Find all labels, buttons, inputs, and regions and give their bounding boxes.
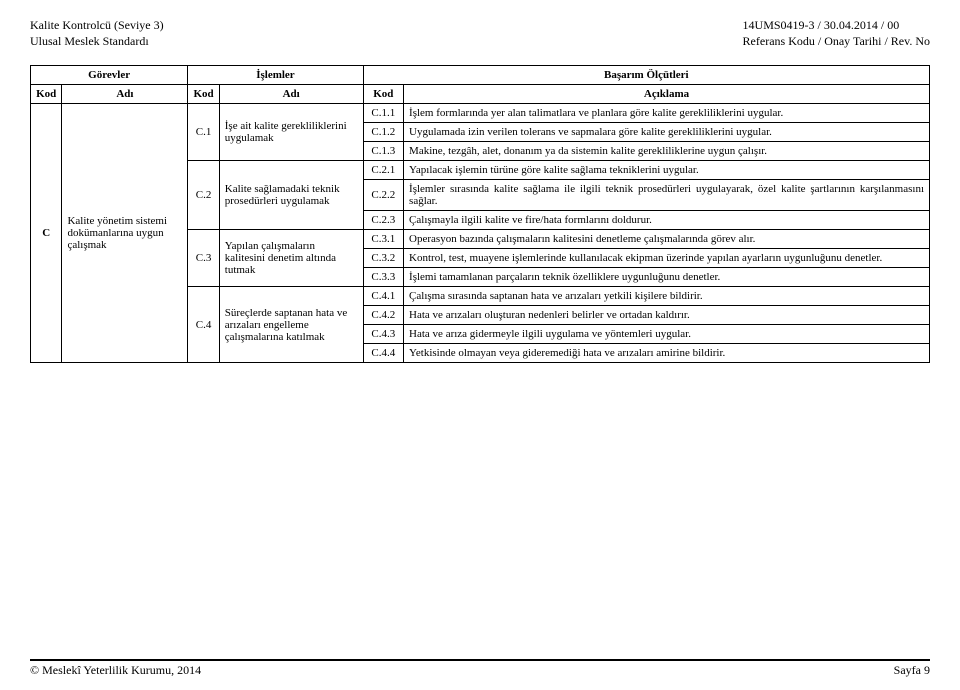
footer-left: © Meslekî Yeterlilik Kurumu, 2014 <box>30 663 201 678</box>
gorev-kod: C <box>31 104 62 363</box>
olcut-kod: C.1.3 <box>363 142 403 161</box>
islem-kod: C.1 <box>188 104 219 161</box>
olcut-txt: İşlemler sırasında kalite sağlama ile il… <box>404 180 930 211</box>
footer-rule <box>30 659 930 661</box>
doc-title: Kalite Kontrolcü (Seviye 3) <box>30 18 164 34</box>
islem-adi: İşe ait kalite gerekliliklerini uygulama… <box>219 104 363 161</box>
th-gorevler: Görevler <box>31 66 188 85</box>
header-right: 14UMS0419-3 / 30.04.2014 / 00 Referans K… <box>743 18 930 49</box>
table-header-row-2: Kod Adı Kod Adı Kod Açıklama <box>31 85 930 104</box>
olcut-txt: İşlem formlarında yer alan talimatlara v… <box>404 104 930 123</box>
olcut-txt: Makine, tezgâh, alet, donanım ya da sist… <box>404 142 930 161</box>
islem-adi: Kalite sağlamadaki teknik prosedürleri u… <box>219 161 363 230</box>
olcut-kod: C.1.2 <box>363 123 403 142</box>
th-aciklama: Açıklama <box>404 85 930 104</box>
islem-adi: Yapılan çalışmaların kalitesini denetim … <box>219 230 363 287</box>
table-row: C Kalite yönetim sistemi dokümanlarına u… <box>31 104 930 123</box>
olcut-txt: Uygulamada izin verilen tolerans ve sapm… <box>404 123 930 142</box>
olcut-kod: C.2.2 <box>363 180 403 211</box>
islem-adi: Süreçlerde saptanan hata ve arızaları en… <box>219 287 363 363</box>
olcut-txt: Çalışmayla ilgili kalite ve fire/hata fo… <box>404 211 930 230</box>
standards-table: Görevler İşlemler Başarım Ölçütleri Kod … <box>30 65 930 363</box>
olcut-txt: Operasyon bazında çalışmaların kalitesin… <box>404 230 930 249</box>
olcut-kod: C.3.3 <box>363 268 403 287</box>
olcut-txt: Çalışma sırasında saptanan hata ve arıza… <box>404 287 930 306</box>
olcut-kod: C.3.1 <box>363 230 403 249</box>
olcut-txt: İşlemi tamamlanan parçaların teknik özel… <box>404 268 930 287</box>
page-footer: © Meslekî Yeterlilik Kurumu, 2014 Sayfa … <box>30 659 930 678</box>
olcut-kod: C.4.1 <box>363 287 403 306</box>
olcut-txt: Yapılacak işlemin türüne göre kalite sağ… <box>404 161 930 180</box>
olcut-txt: Yetkisinde olmayan veya gideremediği hat… <box>404 344 930 363</box>
olcut-txt: Kontrol, test, muayene işlemlerinde kull… <box>404 249 930 268</box>
header-left: Kalite Kontrolcü (Seviye 3) Ulusal Mesle… <box>30 18 164 49</box>
footer-right: Sayfa 9 <box>894 663 930 678</box>
th-islemler: İşlemler <box>188 66 363 85</box>
islem-kod: C.3 <box>188 230 219 287</box>
th-adi-1: Adı <box>62 85 188 104</box>
doc-ref-code: 14UMS0419-3 / 30.04.2014 / 00 <box>743 18 930 34</box>
islem-kod: C.4 <box>188 287 219 363</box>
doc-ref-label: Referans Kodu / Onay Tarihi / Rev. No <box>743 34 930 50</box>
olcut-kod: C.4.3 <box>363 325 403 344</box>
olcut-kod: C.3.2 <box>363 249 403 268</box>
table-header-row-1: Görevler İşlemler Başarım Ölçütleri <box>31 66 930 85</box>
olcut-kod: C.2.3 <box>363 211 403 230</box>
th-adi-2: Adı <box>219 85 363 104</box>
olcut-kod: C.4.2 <box>363 306 403 325</box>
page-header: Kalite Kontrolcü (Seviye 3) Ulusal Mesle… <box>30 18 930 49</box>
th-kod-2: Kod <box>188 85 219 104</box>
doc-subtitle: Ulusal Meslek Standardı <box>30 34 164 50</box>
th-basarim: Başarım Ölçütleri <box>363 66 929 85</box>
olcut-kod: C.1.1 <box>363 104 403 123</box>
th-kod-1: Kod <box>31 85 62 104</box>
olcut-kod: C.4.4 <box>363 344 403 363</box>
islem-kod: C.2 <box>188 161 219 230</box>
gorev-adi: Kalite yönetim sistemi dokümanlarına uyg… <box>62 104 188 363</box>
th-kod-3: Kod <box>363 85 403 104</box>
olcut-txt: Hata ve arızaları oluşturan nedenleri be… <box>404 306 930 325</box>
olcut-txt: Hata ve arıza gidermeyle ilgili uygulama… <box>404 325 930 344</box>
olcut-kod: C.2.1 <box>363 161 403 180</box>
